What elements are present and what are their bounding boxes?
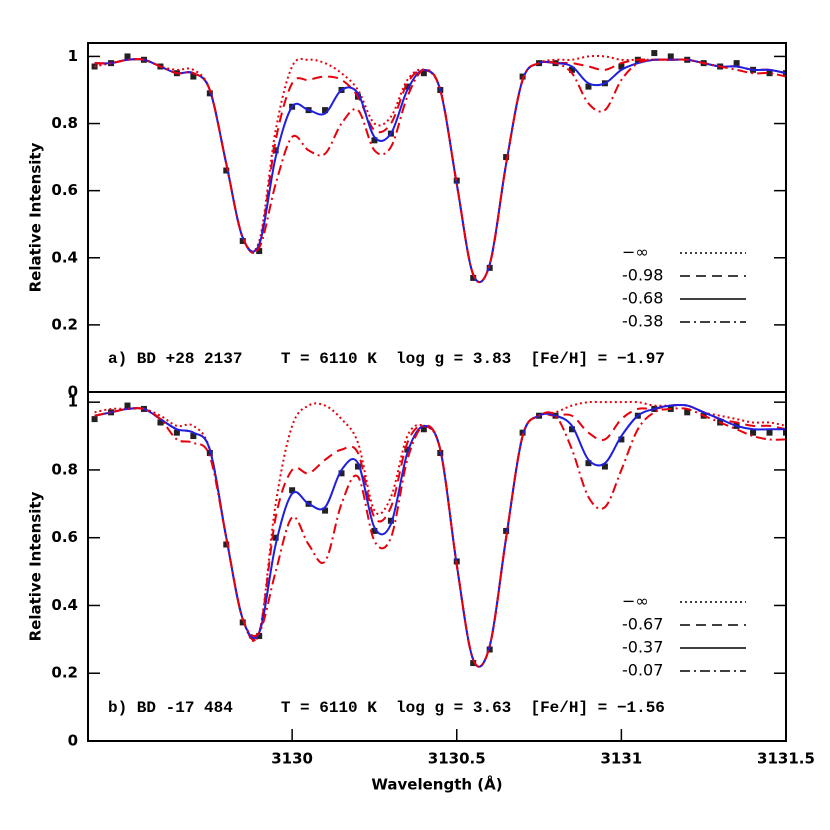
data-point — [651, 50, 658, 57]
y-tick-label: 0.6 — [51, 528, 78, 546]
data-point — [272, 534, 279, 541]
series-line — [94, 58, 786, 284]
legend-label: -0.68 — [622, 289, 663, 308]
data-point — [223, 167, 230, 174]
data-point — [750, 429, 757, 436]
data-point — [354, 463, 361, 470]
annotation: b) BD -17 484 T = 6110 K log g = 3.63 [F… — [108, 699, 665, 717]
x-tick-label: 3131 — [601, 750, 643, 768]
data-point — [206, 90, 213, 97]
data-point — [190, 73, 197, 80]
series-line — [94, 403, 786, 668]
data-point — [519, 73, 526, 80]
x-tick-label: 3130.5 — [428, 750, 486, 768]
y-axis-label: Relative Intensity — [27, 142, 45, 292]
y-tick-label: 0.4 — [51, 248, 78, 266]
legend-label: -0.67 — [622, 615, 663, 634]
data-point — [503, 527, 510, 534]
legend-label: -0.38 — [622, 312, 663, 331]
series-line — [94, 400, 786, 668]
data-point — [404, 83, 411, 90]
legend-label: -0.98 — [622, 266, 663, 285]
x-axis-label: Wavelength (Å) — [371, 775, 502, 794]
y-tick-label: 0.8 — [51, 460, 78, 478]
data-point — [256, 632, 263, 639]
data-point — [667, 53, 674, 60]
data-point — [256, 248, 263, 255]
y-tick-label: 0.6 — [51, 181, 78, 199]
y-tick-label: 1 — [68, 393, 78, 411]
data-point — [503, 154, 510, 161]
plot-area — [91, 400, 786, 668]
plot-frame — [87, 42, 787, 393]
data-point — [173, 429, 180, 436]
y-tick-label: 0.2 — [51, 315, 78, 333]
y-tick-label: 0 — [68, 383, 78, 401]
y-tick-label: 0.4 — [51, 596, 78, 614]
data-point — [223, 541, 230, 548]
plot-frame — [87, 391, 787, 742]
y-axis-label: Relative Intensity — [27, 491, 45, 641]
data-point — [157, 419, 164, 426]
data-point — [239, 619, 246, 626]
data-point — [371, 137, 378, 144]
data-point — [371, 527, 378, 534]
series-line — [94, 407, 786, 668]
data-point — [404, 446, 411, 453]
x-tick-label: 3130 — [271, 750, 313, 768]
data-point — [684, 409, 691, 416]
data-point — [91, 416, 98, 423]
data-point — [190, 433, 197, 440]
data-point — [420, 426, 427, 433]
data-point — [568, 66, 575, 73]
data-point — [585, 83, 592, 90]
legend-label: -0.37 — [622, 638, 663, 657]
data-point — [585, 460, 592, 467]
legend-label: −∞ — [622, 592, 649, 611]
data-point — [124, 53, 131, 60]
data-point — [733, 60, 740, 67]
data-point — [618, 436, 625, 443]
data-point — [387, 517, 394, 524]
data-point — [272, 147, 279, 154]
data-point — [239, 237, 246, 244]
data-point — [289, 487, 296, 494]
legend-label: -0.07 — [622, 661, 663, 680]
data-point — [322, 507, 329, 514]
data-point — [338, 470, 345, 477]
data-point — [601, 463, 608, 470]
y-tick-label: 0.8 — [51, 114, 78, 132]
y-tick-label: 1 — [68, 47, 78, 65]
data-point — [766, 429, 773, 436]
annotation: a) BD +28 2137 T = 6110 K log g = 3.83 [… — [108, 350, 665, 368]
y-tick-label: 0.2 — [51, 664, 78, 682]
x-tick-label: 3131.5 — [757, 750, 815, 768]
data-point — [420, 70, 427, 77]
legend-label: −∞ — [622, 243, 649, 262]
data-point — [783, 429, 786, 436]
data-point — [322, 107, 329, 114]
data-point — [766, 70, 773, 77]
data-point — [470, 274, 477, 281]
data-point — [568, 426, 575, 433]
series-line — [94, 403, 786, 668]
data-point — [618, 63, 625, 70]
data-point — [470, 660, 477, 667]
data-point — [124, 402, 131, 409]
y-tick-label: 0 — [68, 732, 78, 750]
plot-area — [91, 50, 786, 284]
